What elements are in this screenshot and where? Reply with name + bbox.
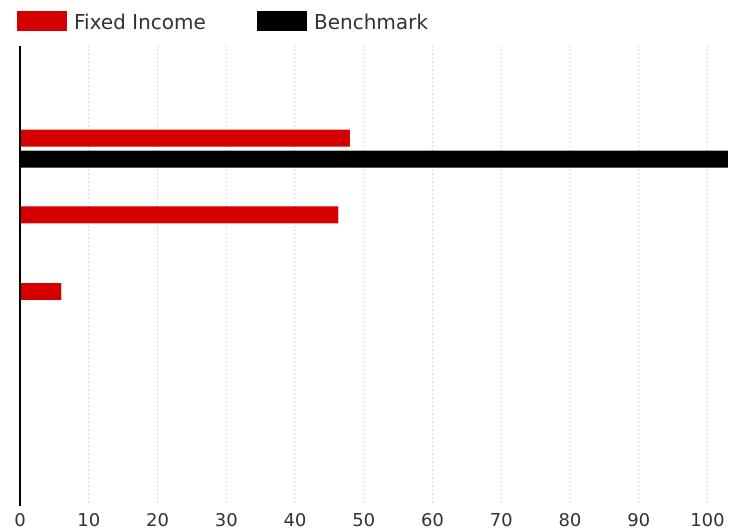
x-tick-label: 90 [627,510,650,530]
x-tick-label: 10 [77,510,100,530]
bar-fixed-income [20,129,350,147]
legend-label-fixed-income: Fixed Income [74,10,206,34]
x-tick-label: 100 [690,510,724,530]
x-tick-label: 0 [14,510,25,530]
x-tick-label: 40 [283,510,306,530]
x-tick-label: 80 [558,510,581,530]
gridlines [88,46,708,506]
bars [20,129,728,300]
legend-swatch-benchmark [257,11,307,31]
x-tick-label: 50 [352,510,375,530]
bar-fixed-income [20,206,339,224]
x-tick-label: 30 [215,510,238,530]
bar-fixed-income [20,283,62,300]
legend: Fixed Income Benchmark [17,10,428,34]
legend-swatch-fixed-income [17,11,67,31]
x-tick-label: 60 [421,510,444,530]
legend-label-benchmark: Benchmark [314,10,428,34]
bar-benchmark [20,150,728,168]
x-axis-tick-labels: 0 10 20 30 40 50 60 70 80 90 100 [14,510,724,530]
x-tick-label: 70 [490,510,513,530]
x-tick-label: 20 [146,510,169,530]
